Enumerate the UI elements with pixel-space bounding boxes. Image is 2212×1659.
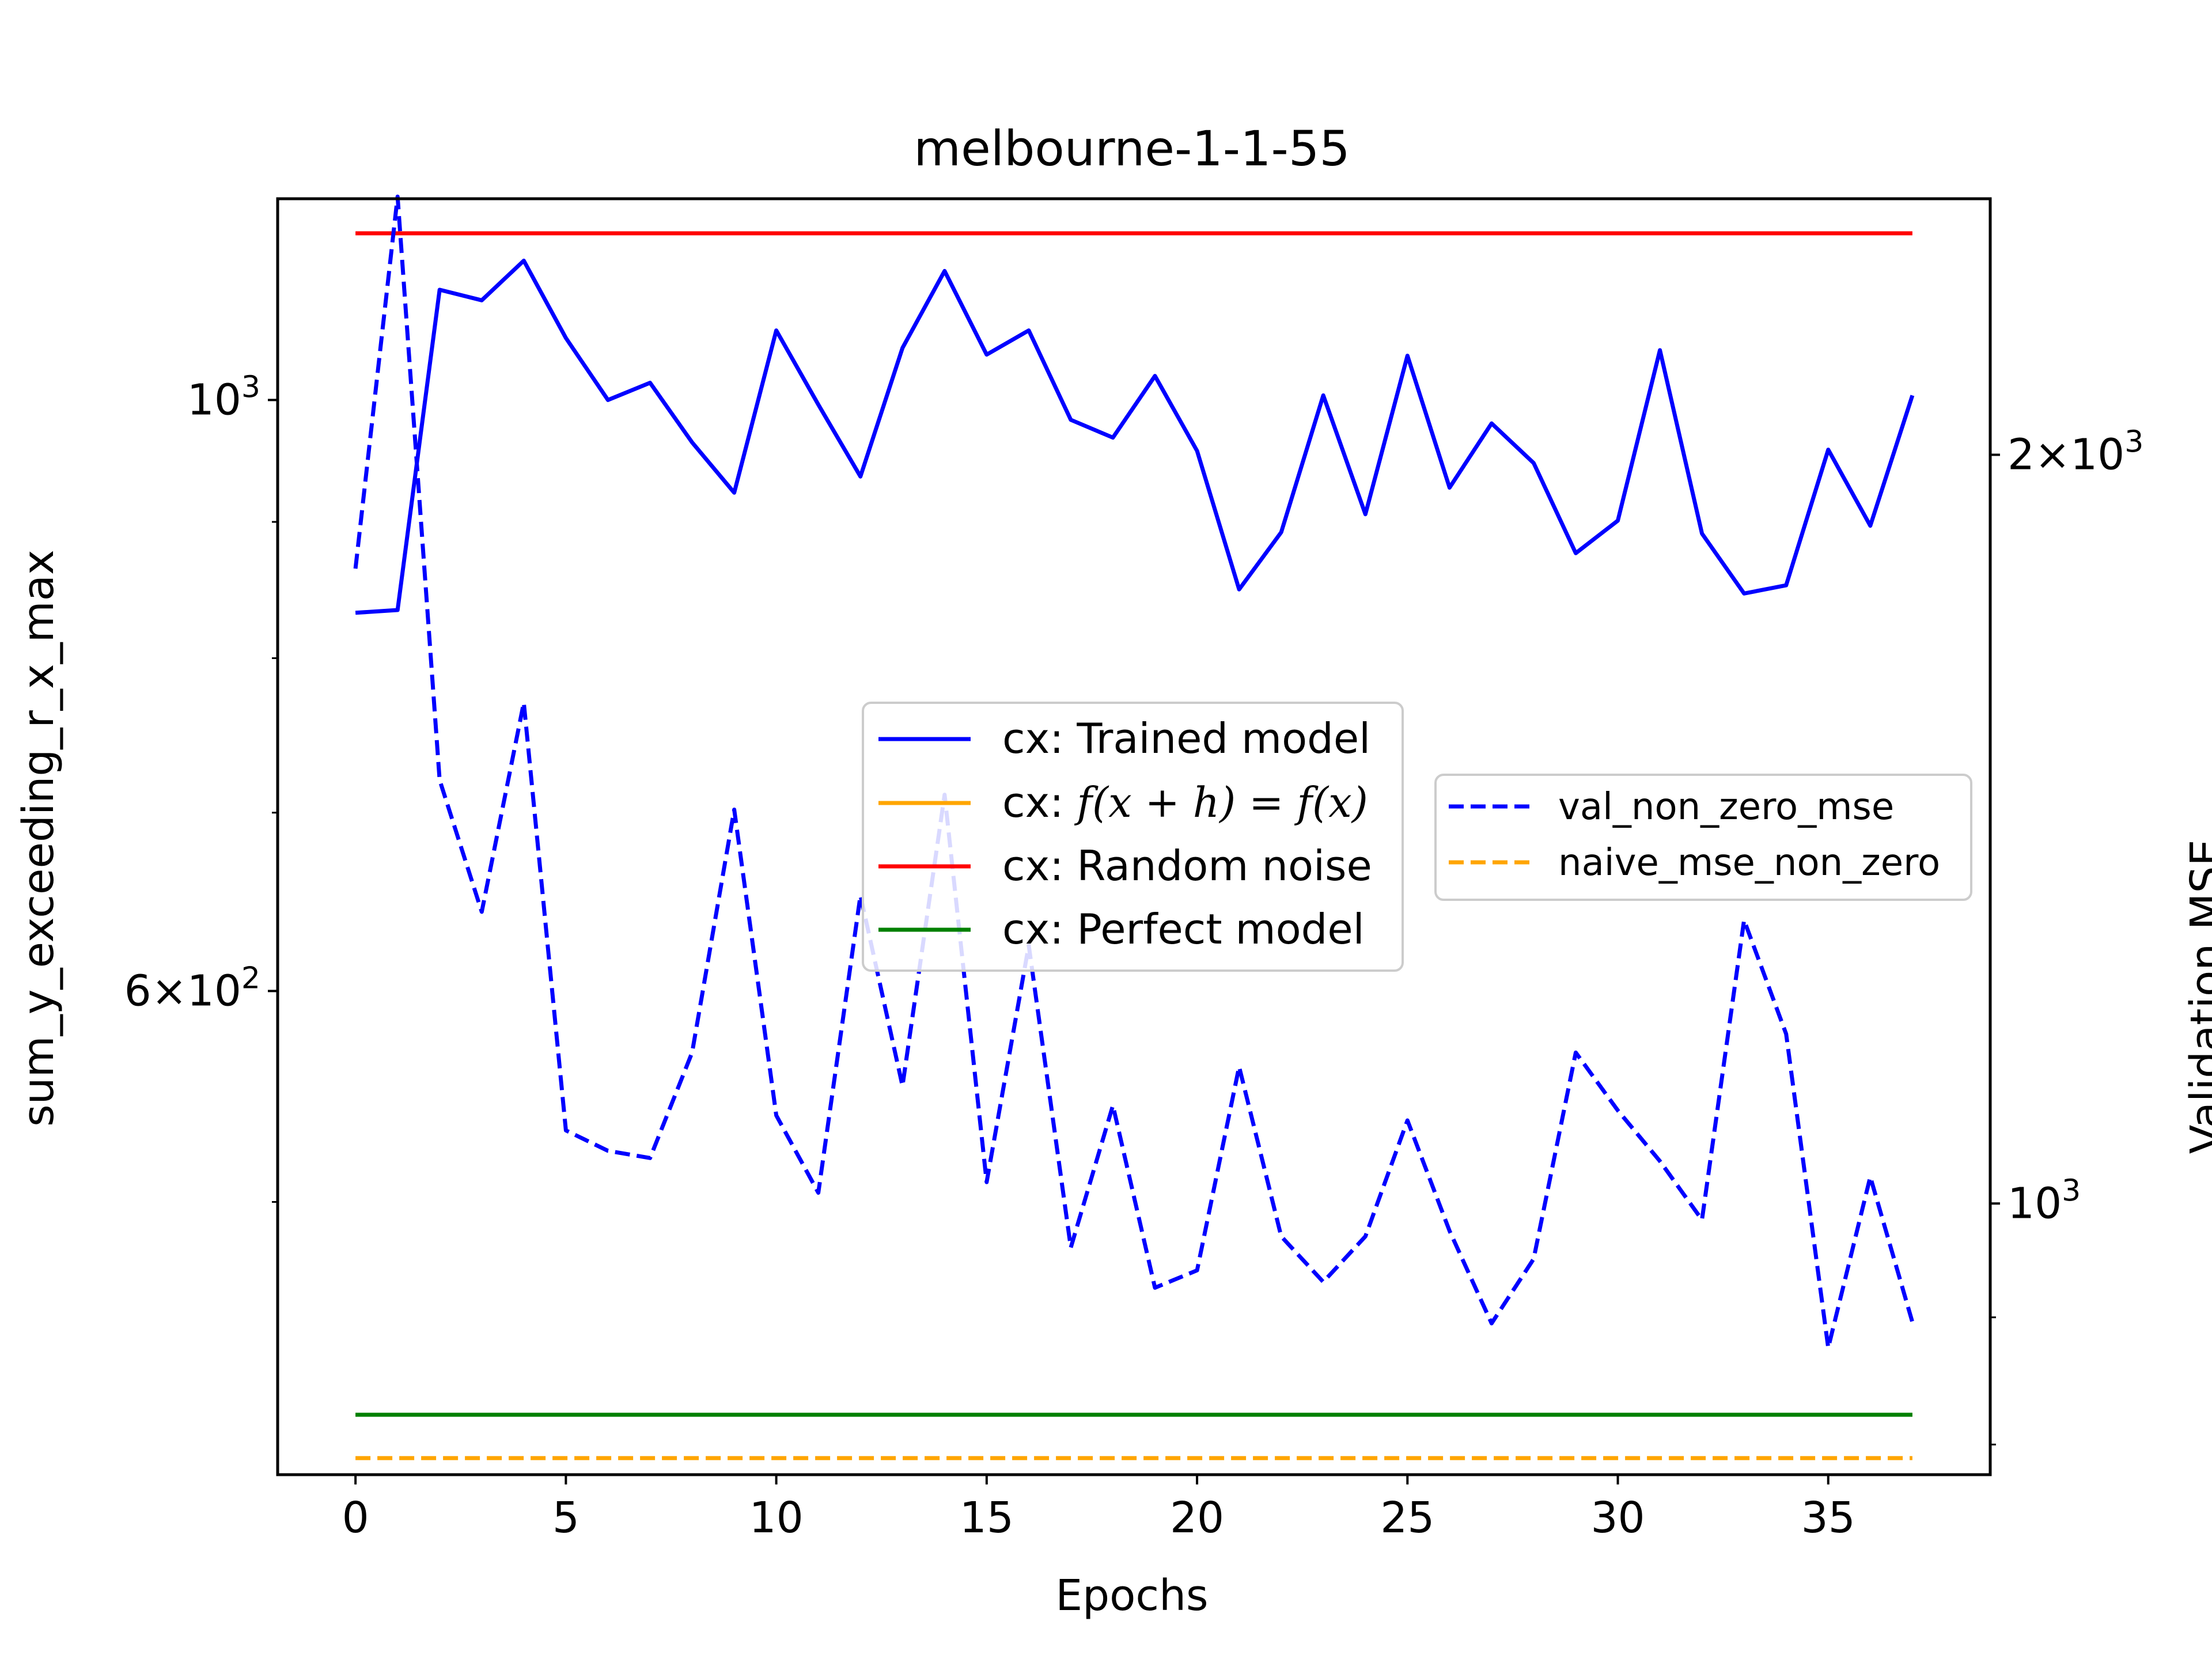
y2-axis-label: Validation MSE xyxy=(2181,839,2212,1154)
legend-label-val: val_non_zero_mse xyxy=(1558,786,1894,828)
x-tick-label: 5 xyxy=(552,1493,579,1543)
legend-label-naive-mse: naive_mse_non_zero xyxy=(1558,842,1940,884)
legend-label-trained: cx: Trained model xyxy=(1002,714,1370,763)
legend-secondary: val_non_zero_mse naive_mse_non_zero xyxy=(1434,774,1972,901)
x-tick-label: 0 xyxy=(342,1493,369,1543)
x-tick-label: 10 xyxy=(749,1493,804,1543)
x-tick-label: 20 xyxy=(1170,1493,1224,1543)
x-tick-label: 25 xyxy=(1380,1493,1434,1543)
legend-label-naive-prefix: cx: xyxy=(1002,778,1077,827)
legend-label-perfect: cx: Perfect model xyxy=(1002,905,1365,953)
legend-main-box xyxy=(862,702,1404,972)
legend-label-naive-formula: f(x + h) = f(x) xyxy=(1074,778,1368,827)
x-axis: 0 5 10 15 20 25 30 35 xyxy=(342,1475,1855,1543)
y-axis-label: sum_y_exceeding_r_x_max xyxy=(14,550,63,1127)
legend-label-naive: cx: f(x + h) = f(x) xyxy=(1002,778,1368,827)
legend-label-noise: cx: Random noise xyxy=(1002,842,1372,890)
x-tick-label: 15 xyxy=(960,1493,1014,1543)
y-tick-label: 103 xyxy=(187,370,260,425)
y-axis-left: 103 6×102 xyxy=(124,370,278,1203)
plot-frame xyxy=(276,197,1992,1476)
y-axis-right: 2×103 103 xyxy=(1990,425,2143,1446)
series-line-cx-trained-model xyxy=(355,259,1915,615)
x-tick-label: 35 xyxy=(1801,1493,1855,1543)
legend-main: cx: Trained model cx: f(x + h) = f(x) cx… xyxy=(862,702,1404,972)
chart-title: melbourne-1-1-55 xyxy=(914,120,1350,177)
y2-tick-label: 2×103 xyxy=(2008,425,2143,480)
x-tick-label: 30 xyxy=(1590,1493,1645,1543)
series-layer xyxy=(353,194,1915,1460)
series-line-val-non-zero-mse xyxy=(353,194,1915,1350)
x-axis-label: Epochs xyxy=(1055,1571,1208,1620)
y2-tick-label: 103 xyxy=(2008,1173,2081,1228)
y-tick-label: 6×102 xyxy=(124,961,260,1016)
legend-secondary-box xyxy=(1434,774,1972,901)
